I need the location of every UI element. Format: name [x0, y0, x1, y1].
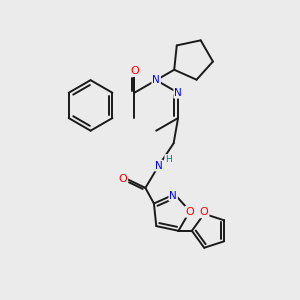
- Text: N: N: [169, 191, 177, 201]
- Text: N: N: [155, 160, 163, 171]
- Text: O: O: [185, 207, 194, 217]
- Text: H: H: [165, 154, 172, 164]
- Text: O: O: [200, 207, 208, 218]
- Text: O: O: [118, 174, 127, 184]
- Text: N: N: [152, 75, 160, 85]
- Text: N: N: [174, 88, 182, 98]
- Text: O: O: [130, 66, 139, 76]
